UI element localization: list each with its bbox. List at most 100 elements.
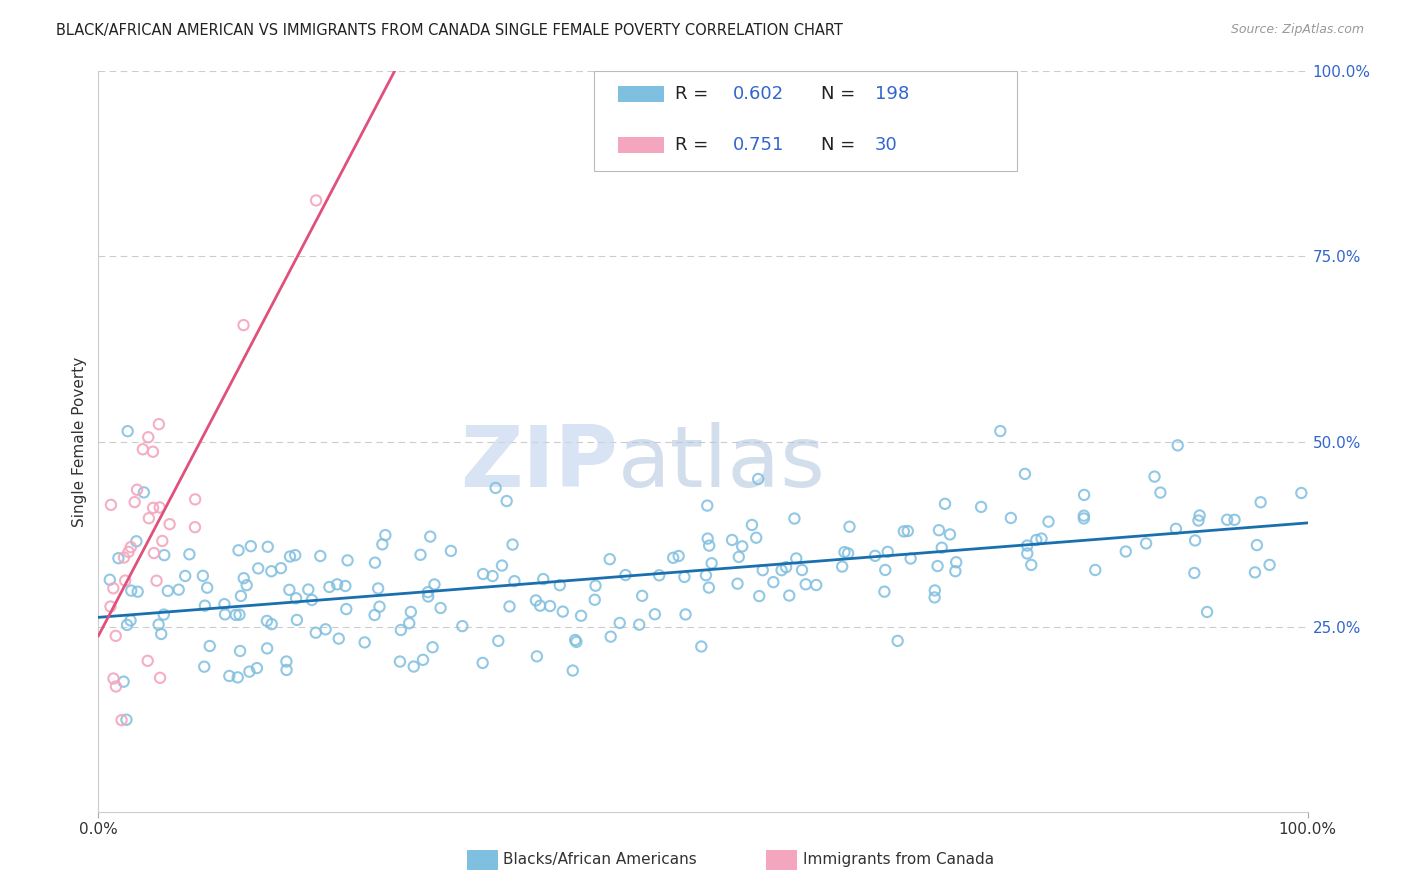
Point (419, 530, 441, 544)
Point (115, 713, 138, 727)
Point (1031, 532, 1053, 546)
Point (228, 543, 250, 558)
Point (412, 653, 434, 667)
Point (232, 318, 254, 332)
Point (120, 540, 142, 554)
Point (235, 578, 257, 592)
Point (481, 569, 503, 583)
Point (1244, 566, 1267, 580)
Text: R =: R = (675, 86, 714, 103)
Point (924, 591, 946, 605)
Point (150, 533, 173, 548)
Point (193, 659, 215, 673)
Point (145, 574, 167, 588)
Text: Source: ZipAtlas.com: Source: ZipAtlas.com (1230, 23, 1364, 37)
Point (747, 472, 769, 486)
Point (1149, 485, 1171, 500)
Point (363, 607, 385, 622)
Point (226, 670, 249, 684)
Point (931, 541, 953, 555)
Point (471, 656, 494, 670)
Point (970, 500, 993, 514)
Point (599, 552, 621, 566)
Point (256, 641, 278, 656)
Point (278, 582, 301, 597)
Point (174, 569, 197, 583)
Point (934, 497, 956, 511)
Point (297, 582, 319, 597)
Point (225, 607, 247, 622)
Point (98, 573, 121, 587)
Point (1223, 513, 1246, 527)
FancyBboxPatch shape (619, 136, 664, 153)
Point (368, 599, 391, 614)
Point (1073, 488, 1095, 502)
Point (945, 555, 967, 569)
Point (132, 485, 155, 500)
Point (696, 532, 718, 546)
Point (388, 655, 411, 669)
Point (783, 511, 806, 525)
Point (326, 577, 349, 591)
Point (491, 558, 513, 573)
Point (1017, 546, 1039, 560)
Point (167, 582, 190, 597)
Point (503, 574, 526, 589)
Point (1182, 566, 1205, 580)
Point (1164, 522, 1187, 536)
Point (115, 618, 138, 632)
Point (1143, 469, 1166, 483)
Point (1246, 538, 1268, 552)
Point (751, 563, 773, 577)
Text: ZIP: ZIP (461, 422, 619, 505)
Point (284, 548, 307, 562)
Point (136, 430, 159, 444)
Point (988, 424, 1011, 438)
Point (727, 576, 749, 591)
Point (893, 524, 915, 539)
Point (599, 630, 621, 644)
Point (152, 607, 174, 622)
Point (770, 563, 793, 577)
Point (569, 608, 592, 623)
Point (142, 444, 165, 458)
Point (628, 617, 651, 632)
Point (127, 584, 149, 599)
Point (142, 500, 165, 515)
Point (863, 549, 886, 563)
Point (104, 680, 127, 694)
Point (100, 498, 122, 512)
Point (1250, 495, 1272, 509)
Text: Immigrants from Canada: Immigrants from Canada (803, 853, 994, 867)
Point (695, 568, 717, 582)
Point (194, 599, 217, 613)
Point (897, 524, 920, 538)
Point (927, 559, 949, 574)
Point (700, 556, 723, 570)
Point (1073, 511, 1095, 525)
Point (256, 540, 278, 554)
Text: N =: N = (821, 136, 862, 153)
Text: 0.751: 0.751 (734, 136, 785, 153)
Point (690, 640, 713, 654)
Point (423, 577, 446, 591)
Point (1291, 486, 1313, 500)
Point (103, 581, 125, 595)
Point (886, 633, 908, 648)
Point (179, 547, 201, 561)
Point (1084, 563, 1107, 577)
Point (785, 551, 807, 566)
Point (1025, 533, 1047, 547)
Point (524, 593, 547, 607)
Point (150, 627, 173, 641)
Point (1135, 536, 1157, 550)
Text: 198: 198 (875, 86, 908, 103)
Point (107, 551, 129, 566)
Point (585, 579, 607, 593)
Point (132, 442, 155, 457)
Point (117, 424, 139, 438)
Point (1014, 467, 1036, 481)
Point (418, 590, 440, 604)
Point (486, 633, 509, 648)
Point (565, 635, 588, 649)
